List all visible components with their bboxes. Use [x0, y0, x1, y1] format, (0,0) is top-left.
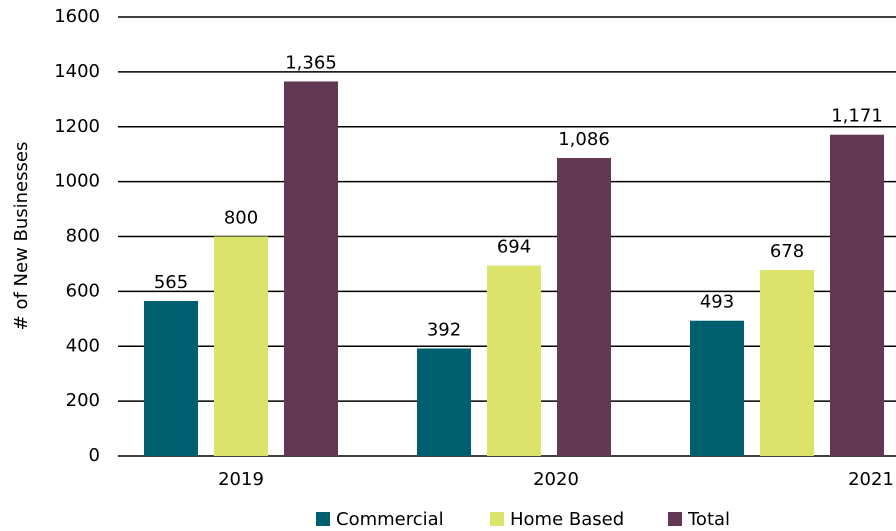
- bar: [760, 269, 814, 456]
- y-tick-label: 600: [66, 280, 100, 301]
- y-tick-label: 400: [66, 335, 100, 356]
- x-tick-label: 2019: [218, 469, 264, 490]
- bar: [487, 265, 541, 456]
- y-tick-label: 1400: [54, 61, 100, 82]
- y-tick-label: 1600: [54, 6, 100, 27]
- value-label: 694: [497, 237, 531, 258]
- value-label: 392: [427, 319, 461, 340]
- legend-swatch: [668, 512, 682, 526]
- bar: [557, 158, 611, 456]
- y-tick-label: 0: [89, 445, 100, 466]
- bar: [214, 236, 268, 456]
- value-label: 678: [770, 241, 804, 262]
- y-axis-label: # of New Businesses: [11, 142, 32, 331]
- value-label: 800: [224, 208, 258, 229]
- bar: [690, 320, 744, 456]
- legend-label: Commercial: [336, 509, 444, 530]
- legend-swatch: [490, 512, 504, 526]
- value-label: 1,171: [831, 106, 883, 127]
- value-label: 1,086: [558, 129, 610, 150]
- bar: [417, 348, 471, 456]
- y-tick-label: 1000: [54, 171, 100, 192]
- legend-swatch: [316, 512, 330, 526]
- legend-label: Home Based: [510, 509, 624, 530]
- legend-label: Total: [687, 509, 730, 530]
- y-tick-label: 200: [66, 390, 100, 411]
- y-tick-label: 1200: [54, 116, 100, 137]
- bar: [284, 81, 338, 457]
- y-tick-label: 800: [66, 226, 100, 247]
- value-label: 493: [700, 292, 734, 313]
- x-tick-label: 2021: [848, 469, 894, 490]
- value-label: 565: [154, 272, 188, 293]
- bar: [830, 134, 884, 456]
- bar: [144, 300, 198, 456]
- x-tick-label: 2020: [533, 469, 579, 490]
- value-label: 1,365: [285, 52, 337, 73]
